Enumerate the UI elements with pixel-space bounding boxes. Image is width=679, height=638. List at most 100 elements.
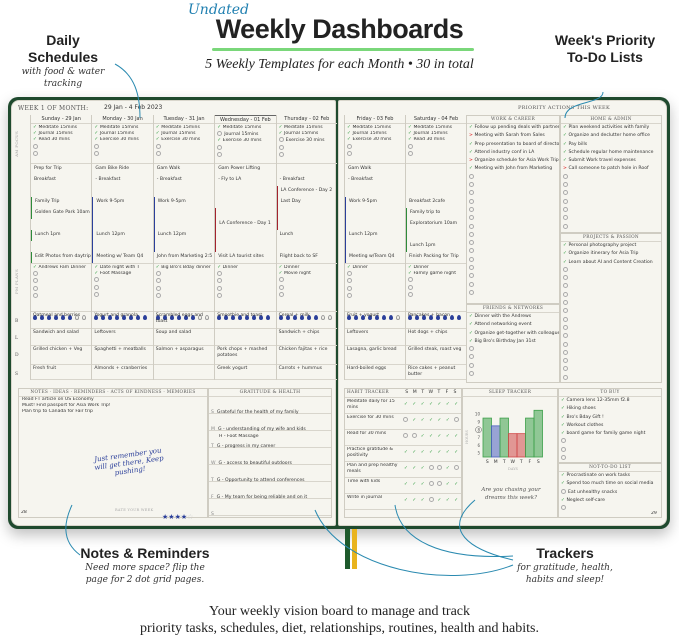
empty-circle-checkbox[interactable] bbox=[94, 284, 100, 290]
water-drop-icon[interactable] bbox=[320, 315, 325, 320]
check-icon[interactable]: ✓ bbox=[454, 482, 459, 487]
check-icon[interactable]: ✓ bbox=[429, 418, 433, 423]
check-icon[interactable]: ✓ bbox=[437, 402, 442, 407]
water-drop-icon[interactable] bbox=[122, 315, 127, 320]
empty-circle-checkbox[interactable] bbox=[94, 150, 100, 156]
water-drop-icon[interactable] bbox=[436, 315, 440, 320]
check-icon[interactable]: ✓ bbox=[420, 498, 425, 503]
water-drop-icon[interactable] bbox=[115, 315, 120, 320]
empty-circle-checkbox[interactable] bbox=[408, 277, 413, 283]
empty-circle-checkbox[interactable] bbox=[155, 285, 161, 291]
water-drop-icon[interactable] bbox=[217, 315, 222, 320]
check-icon[interactable]: ✓ bbox=[420, 402, 425, 407]
water-drop-icon[interactable] bbox=[68, 315, 72, 320]
empty-circle-checkbox[interactable] bbox=[563, 349, 568, 355]
check-icon[interactable]: ✓ bbox=[454, 402, 459, 407]
check-icon[interactable]: ✓ bbox=[437, 450, 442, 455]
empty-circle-checkbox[interactable] bbox=[561, 488, 566, 494]
water-drop-icon[interactable] bbox=[299, 315, 304, 320]
empty-circle-checkbox[interactable] bbox=[469, 182, 474, 188]
water-drop-icon[interactable] bbox=[176, 315, 181, 320]
water-drop-icon[interactable] bbox=[143, 315, 148, 320]
empty-circle-checkbox[interactable] bbox=[561, 505, 566, 511]
water-drop-icon[interactable] bbox=[190, 315, 195, 320]
empty-circle-checkbox[interactable] bbox=[563, 374, 568, 380]
empty-circle-checkbox[interactable] bbox=[469, 362, 474, 368]
empty-circle-checkbox[interactable] bbox=[217, 131, 223, 137]
empty-circle-checkbox[interactable] bbox=[33, 292, 38, 298]
water-drop-icon[interactable] bbox=[354, 315, 358, 320]
water-drop-icon[interactable] bbox=[245, 315, 250, 320]
water-drop-icon[interactable] bbox=[82, 315, 86, 320]
empty-circle-checkbox[interactable] bbox=[217, 271, 223, 277]
empty-circle-checkbox[interactable] bbox=[469, 273, 474, 279]
empty-circle-checkbox[interactable] bbox=[278, 144, 284, 150]
empty-circle-checkbox[interactable] bbox=[563, 173, 568, 179]
empty-circle-checkbox[interactable] bbox=[347, 285, 352, 291]
empty-circle-checkbox[interactable] bbox=[33, 278, 38, 284]
empty-circle-checkbox[interactable] bbox=[408, 284, 413, 290]
water-drop-icon[interactable] bbox=[457, 315, 461, 320]
check-icon[interactable]: ✓ bbox=[445, 434, 450, 439]
empty-circle-checkbox[interactable] bbox=[33, 150, 38, 156]
star-icon[interactable]: ★ bbox=[162, 513, 169, 521]
empty-circle-checkbox[interactable] bbox=[278, 284, 284, 290]
empty-circle-checkbox[interactable] bbox=[402, 415, 410, 427]
water-drop-icon[interactable] bbox=[422, 315, 426, 320]
empty-circle-checkbox[interactable] bbox=[408, 291, 413, 297]
empty-circle-checkbox[interactable] bbox=[435, 479, 443, 491]
check-icon[interactable]: ✓ bbox=[420, 450, 425, 455]
empty-circle-checkbox[interactable] bbox=[347, 278, 352, 284]
water-drop-icon[interactable] bbox=[47, 315, 51, 320]
water-drop-icon[interactable] bbox=[94, 315, 99, 320]
empty-circle-checkbox[interactable] bbox=[452, 463, 459, 475]
check-icon[interactable]: ✓ bbox=[412, 418, 417, 423]
water-drop-icon[interactable] bbox=[183, 315, 188, 320]
empty-circle-checkbox[interactable] bbox=[347, 292, 352, 298]
check-icon[interactable]: ✓ bbox=[445, 466, 450, 471]
empty-circle-checkbox[interactable] bbox=[469, 265, 474, 271]
empty-circle-checkbox[interactable] bbox=[563, 300, 568, 306]
water-drop-icon[interactable] bbox=[169, 315, 174, 320]
check-icon[interactable]: ✓ bbox=[437, 434, 442, 439]
star-icon[interactable]: ★ bbox=[180, 513, 188, 521]
empty-circle-checkbox[interactable] bbox=[155, 292, 161, 298]
empty-circle-checkbox[interactable] bbox=[278, 277, 284, 283]
water-drop-icon[interactable] bbox=[361, 315, 365, 320]
water-drop-icon[interactable] bbox=[33, 315, 37, 320]
water-drop-icon[interactable] bbox=[450, 315, 454, 320]
water-drop-icon[interactable] bbox=[40, 315, 44, 320]
empty-circle-checkbox[interactable] bbox=[469, 256, 474, 262]
empty-circle-checkbox[interactable] bbox=[563, 223, 568, 229]
empty-circle-checkbox[interactable] bbox=[155, 271, 161, 277]
check-icon[interactable]: ✓ bbox=[445, 402, 450, 407]
empty-circle-checkbox[interactable] bbox=[469, 354, 474, 360]
water-drop-icon[interactable] bbox=[313, 315, 318, 320]
empty-circle-checkbox[interactable] bbox=[561, 446, 566, 452]
water-drop-icon[interactable] bbox=[61, 315, 65, 320]
water-drop-icon[interactable] bbox=[382, 315, 386, 320]
check-icon[interactable]: ✓ bbox=[412, 482, 417, 487]
empty-circle-checkbox[interactable] bbox=[563, 316, 568, 322]
check-icon[interactable]: ✓ bbox=[412, 466, 417, 471]
empty-circle-checkbox[interactable] bbox=[563, 324, 568, 330]
empty-circle-checkbox[interactable] bbox=[217, 151, 223, 157]
empty-circle-checkbox[interactable] bbox=[33, 285, 38, 291]
check-icon[interactable]: ✓ bbox=[429, 402, 433, 407]
star-icon[interactable]: ★ bbox=[168, 513, 175, 521]
empty-circle-checkbox[interactable] bbox=[469, 346, 474, 352]
empty-circle-checkbox[interactable] bbox=[563, 206, 568, 212]
empty-circle-checkbox[interactable] bbox=[408, 150, 413, 156]
empty-circle-checkbox[interactable] bbox=[452, 415, 459, 427]
empty-circle-checkbox[interactable] bbox=[563, 291, 568, 297]
star-icon[interactable]: ☆ bbox=[187, 513, 194, 521]
empty-circle-checkbox[interactable] bbox=[563, 283, 568, 289]
check-icon[interactable]: ✓ bbox=[403, 482, 408, 487]
water-drop-icon[interactable] bbox=[155, 315, 160, 320]
water-drop-icon[interactable] bbox=[292, 315, 297, 320]
empty-circle-checkbox[interactable] bbox=[427, 463, 435, 475]
empty-circle-checkbox[interactable] bbox=[408, 143, 413, 149]
check-icon[interactable]: ✓ bbox=[420, 482, 425, 487]
empty-circle-checkbox[interactable] bbox=[347, 150, 352, 156]
check-icon[interactable]: ✓ bbox=[437, 418, 442, 423]
